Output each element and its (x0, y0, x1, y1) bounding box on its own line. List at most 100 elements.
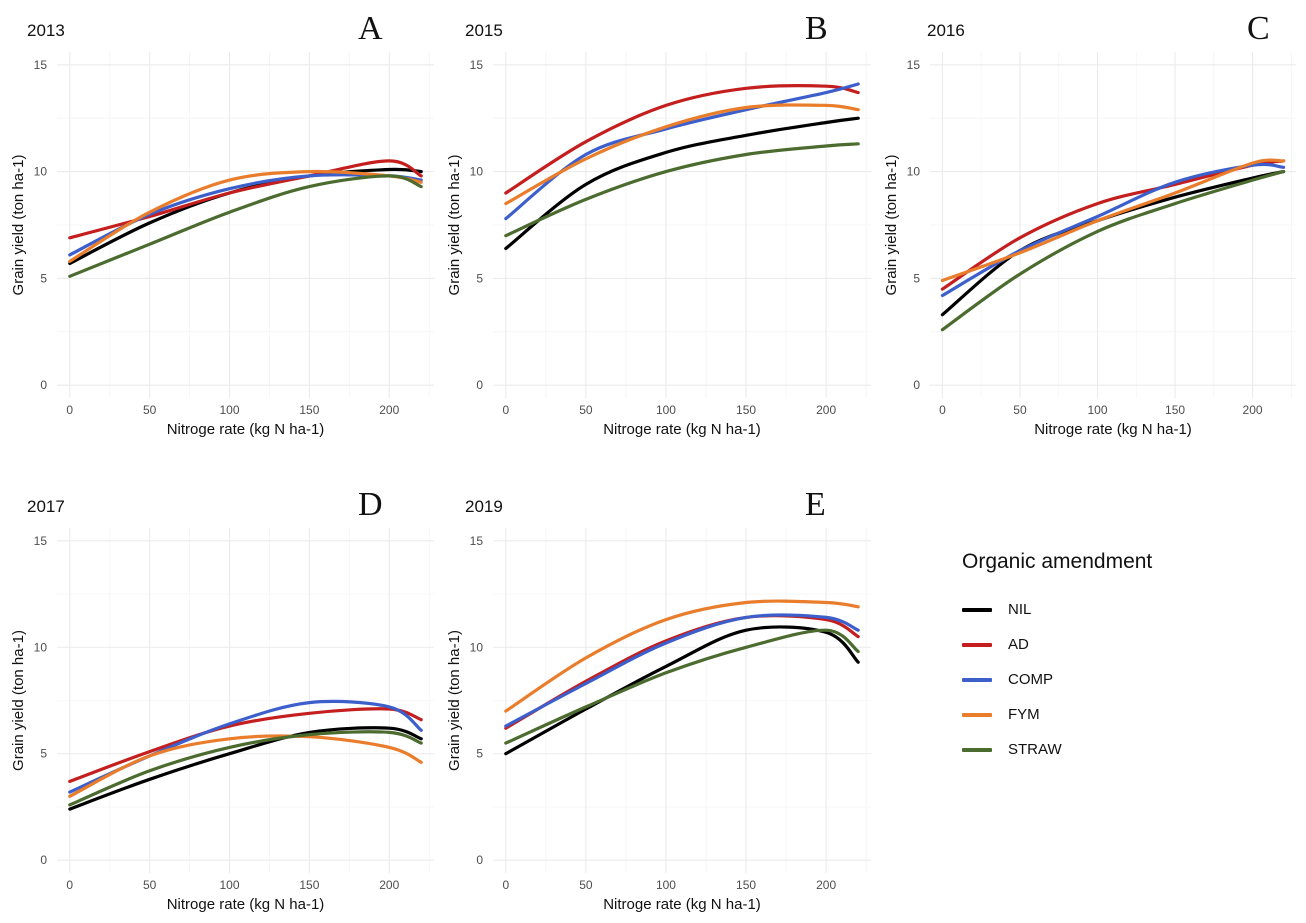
x-tick-label: 150 (1165, 403, 1185, 417)
series-line-ad (68, 707, 423, 783)
y-tick-label: 15 (470, 534, 484, 548)
legend-label-ad: AD (1008, 636, 1029, 653)
y-axis-label: Grain yield (ton ha-1) (10, 630, 27, 771)
series-line-nil (68, 726, 423, 811)
panel-letter: D (358, 486, 383, 523)
x-tick-label: 50 (579, 878, 593, 892)
x-tick-label: 200 (1243, 403, 1263, 417)
panel-title: 2017 (27, 497, 65, 516)
panel-e: 0 50 100 150 200 0 5 10 15 Nitroge rate (kg N ha-… (446, 486, 871, 913)
y-axis-label: Grain yield (ton ha-1) (883, 155, 900, 296)
x-tick-label: 50 (579, 403, 593, 417)
y-tick-label: 10 (34, 165, 48, 179)
x-tick-label: 0 (939, 403, 946, 417)
x-tick-label: 0 (66, 878, 73, 892)
x-tick-label: 100 (220, 878, 240, 892)
legend-title: Organic amendment (962, 550, 1153, 573)
legend-label-fym: FYM (1008, 706, 1040, 723)
legend-label-nil: NIL (1008, 601, 1032, 618)
y-tick-label: 5 (913, 271, 920, 285)
panel-letter: C (1247, 10, 1270, 47)
panel-c: 0 50 100 150 200 0 5 10 15 Nitroge rate (kg N ha-… (883, 10, 1296, 438)
y-tick-label: 10 (470, 640, 484, 654)
x-tick-label: 200 (816, 878, 836, 892)
y-tick-label: 0 (476, 853, 483, 867)
y-tick-label: 15 (907, 58, 921, 72)
x-axis-label: Nitroge rate (kg N ha-1) (603, 896, 761, 913)
series-line-straw (940, 170, 1286, 332)
y-tick-label: 0 (476, 378, 483, 392)
y-tick-label: 10 (907, 165, 921, 179)
legend-key-fym (962, 712, 992, 717)
series-line-ad (504, 84, 860, 195)
legend-item-comp: COMP (962, 662, 1212, 697)
legend-key-nil (962, 607, 992, 612)
panel-b: 0 50 100 150 200 0 5 10 15 Nitroge rate (kg N ha-… (446, 10, 871, 438)
y-axis-label: Grain yield (ton ha-1) (446, 155, 463, 296)
x-tick-label: 0 (66, 403, 73, 417)
series-line-fym (504, 103, 860, 206)
x-axis-label: Nitroge rate (kg N ha-1) (167, 421, 325, 438)
legend-item-ad: AD (962, 627, 1212, 662)
legend: Organic amendment NIL AD COMP FYM STRAW (962, 550, 1212, 767)
series-line-straw (504, 628, 860, 745)
series-line-comp (504, 82, 860, 221)
series-line-fym (504, 599, 860, 713)
series-line-straw (68, 174, 423, 278)
y-tick-label: 5 (40, 271, 47, 285)
series-line-straw (68, 730, 423, 807)
x-axis-label: Nitroge rate (kg N ha-1) (1034, 421, 1192, 438)
x-tick-label: 150 (736, 403, 756, 417)
series-line-comp (68, 173, 423, 257)
x-tick-label: 100 (656, 403, 676, 417)
x-tick-label: 0 (502, 403, 509, 417)
y-tick-label: 10 (470, 165, 484, 179)
x-axis-label: Nitroge rate (kg N ha-1) (167, 896, 325, 913)
legend-key-straw (962, 747, 992, 752)
x-axis-label: Nitroge rate (kg N ha-1) (603, 421, 761, 438)
y-axis-label: Grain yield (ton ha-1) (10, 155, 27, 296)
legend-label-comp: COMP (1008, 671, 1053, 688)
panel-letter: B (805, 10, 828, 47)
x-tick-label: 200 (816, 403, 836, 417)
x-tick-label: 100 (656, 878, 676, 892)
x-tick-label: 50 (143, 878, 157, 892)
y-tick-label: 15 (470, 58, 484, 72)
panel-title: 2019 (465, 497, 503, 516)
x-tick-label: 200 (379, 878, 399, 892)
x-tick-label: 150 (299, 403, 319, 417)
y-tick-label: 10 (34, 640, 48, 654)
series-line-nil (504, 116, 860, 251)
series-line-comp (504, 613, 860, 728)
x-tick-label: 50 (143, 403, 157, 417)
y-tick-label: 0 (913, 378, 920, 392)
panel-letter: E (805, 486, 826, 523)
legend-item-straw: STRAW (962, 732, 1212, 767)
panel-letter: A (358, 10, 383, 47)
panel-title: 2016 (927, 21, 965, 40)
x-tick-label: 100 (1087, 403, 1107, 417)
x-tick-label: 200 (379, 403, 399, 417)
legend-key-ad (962, 642, 992, 647)
x-tick-label: 100 (220, 403, 240, 417)
panel-d: 0 50 100 150 200 0 5 10 15 Nitroge rate (kg N ha-… (10, 486, 434, 913)
y-tick-label: 0 (40, 378, 47, 392)
x-tick-label: 150 (299, 878, 319, 892)
y-axis-label: Grain yield (ton ha-1) (446, 630, 463, 771)
y-tick-label: 15 (34, 58, 48, 72)
x-tick-label: 150 (736, 878, 756, 892)
y-tick-label: 5 (476, 271, 483, 285)
panel-title: 2013 (27, 21, 65, 40)
y-tick-label: 5 (40, 747, 47, 761)
series-line-fym (940, 158, 1286, 283)
x-tick-label: 0 (502, 878, 509, 892)
series-line-straw (504, 142, 860, 238)
series-line-nil (504, 625, 860, 756)
panel-a: 0 50 100 150 200 0 5 10 15 Nitroge rate (kg N ha-… (10, 10, 434, 438)
panel-title: 2015 (465, 21, 503, 40)
legend-item-nil: NIL (962, 592, 1212, 627)
y-tick-label: 15 (34, 534, 48, 548)
series-line-fym (68, 734, 423, 798)
y-tick-label: 0 (40, 853, 47, 867)
